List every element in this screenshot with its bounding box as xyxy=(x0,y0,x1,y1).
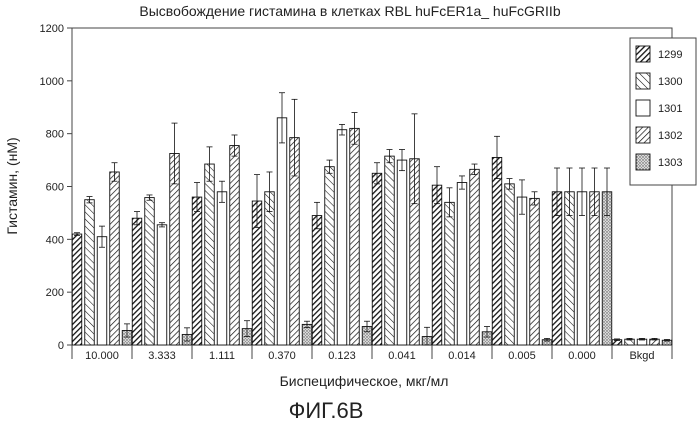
bar-1301 xyxy=(217,192,227,345)
legend-label-1303: 1303 xyxy=(658,157,682,169)
legend-swatch-1302 xyxy=(636,127,650,143)
x-tick-label: 10.000 xyxy=(85,350,119,362)
legend: 1299 1300 1301 1302 1303 xyxy=(630,38,696,185)
bar-1299 xyxy=(432,185,442,345)
legend-label-1302: 1302 xyxy=(658,130,682,142)
chart-title: Высвобождение гистамина в клетках RBL hu… xyxy=(139,3,560,19)
x-tick-label: 0.123 xyxy=(328,350,356,362)
x-tick-label: 0.000 xyxy=(568,350,596,362)
bar-1299 xyxy=(372,173,382,345)
bar-1300 xyxy=(145,198,155,345)
y-tick-label: 400 xyxy=(46,234,64,246)
legend-swatch-1299 xyxy=(636,46,650,62)
bar-1300 xyxy=(385,156,395,345)
bar-1299 xyxy=(492,157,502,345)
y-tick-label: 600 xyxy=(46,182,64,194)
bar-1299 xyxy=(132,218,142,345)
bar-1301 xyxy=(337,130,347,345)
x-tick-label: 1.111 xyxy=(209,350,235,362)
x-tick-label: 0.014 xyxy=(448,350,476,362)
bar-1299 xyxy=(192,197,202,345)
x-tick-label: Bkgd xyxy=(629,350,654,362)
x-axis: 10.000 3.333 1.111 0.370 0.123 0.041 0.014 0.00… xyxy=(72,345,672,362)
bar-1302 xyxy=(230,146,240,345)
bar-1300 xyxy=(85,200,95,345)
x-tick-label: 0.041 xyxy=(388,350,416,362)
bar-1300 xyxy=(265,192,275,345)
y-tick-label: 200 xyxy=(46,287,64,299)
x-tick-label: 0.005 xyxy=(508,350,536,362)
y-axis-title: Гистамин, (нМ) xyxy=(4,137,20,234)
x-tick-label: 0.370 xyxy=(268,350,296,362)
legend-swatch-1300 xyxy=(636,73,650,89)
y-tick-label: 800 xyxy=(46,129,64,141)
bar-1301 xyxy=(517,197,527,345)
bar-1301 xyxy=(457,183,467,345)
bar-1300 xyxy=(205,164,215,345)
bar-1302 xyxy=(530,198,540,345)
bar-1301 xyxy=(157,225,167,345)
x-axis-title: Биспецифическое, мкг/мл xyxy=(280,373,449,389)
bar-1301 xyxy=(97,237,107,345)
legend-label-1299: 1299 xyxy=(658,49,682,61)
bar-1302 xyxy=(350,128,360,345)
y-tick-label: 1000 xyxy=(40,76,64,88)
bar-1300 xyxy=(445,202,455,345)
y-tick-label: 0 xyxy=(58,340,64,352)
legend-label-1301: 1301 xyxy=(658,103,682,115)
bar-1300 xyxy=(505,184,515,345)
bar-1299 xyxy=(72,234,82,345)
bar-1301 xyxy=(277,118,287,345)
bar-1300 xyxy=(325,167,335,345)
figure-caption: ФИГ.6B xyxy=(289,398,364,421)
y-tick-label: 1200 xyxy=(40,23,64,35)
bar-1302 xyxy=(470,169,480,345)
bar-1301 xyxy=(397,160,407,345)
bar-1299 xyxy=(312,216,322,345)
x-tick-label: 3.333 xyxy=(148,350,176,362)
legend-swatch-1301 xyxy=(636,100,650,116)
plot-area xyxy=(72,28,672,345)
legend-label-1300: 1300 xyxy=(658,76,682,88)
y-axis: 0 200 400 600 800 1000 1200 xyxy=(40,23,72,352)
legend-swatch-1303 xyxy=(636,154,650,170)
bar-1302 xyxy=(110,172,120,345)
